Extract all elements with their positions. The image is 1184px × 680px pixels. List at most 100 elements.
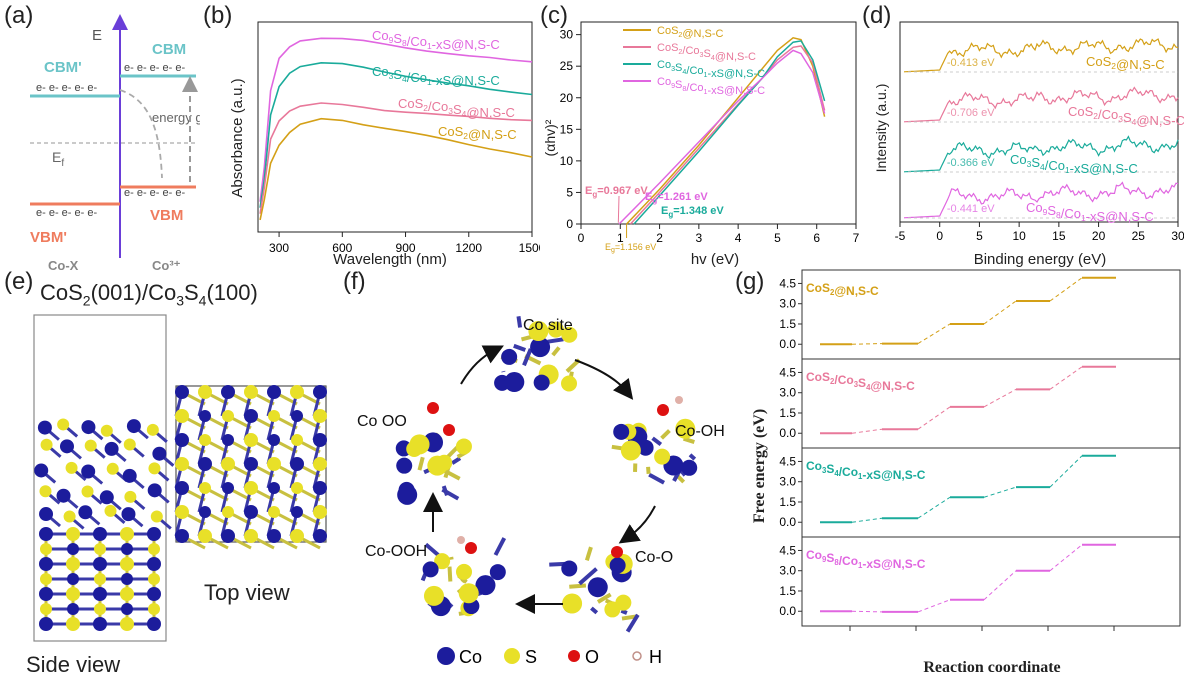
atom xyxy=(221,385,235,399)
edge-value: -0.413 eV xyxy=(947,57,995,69)
energy-connector xyxy=(917,323,951,344)
atom xyxy=(290,457,304,471)
atom xyxy=(313,505,327,519)
absorbance-chart: Absorbance (a.u.) Wavelength (nm) 300 600… xyxy=(229,21,540,268)
atom xyxy=(268,410,280,422)
energy-connector xyxy=(851,517,883,523)
adsorbate-atom xyxy=(443,424,455,436)
atom xyxy=(100,424,113,437)
atom xyxy=(222,482,234,494)
y-tick-label: 5 xyxy=(566,185,573,199)
atom xyxy=(587,577,608,598)
atom xyxy=(222,506,234,518)
atom xyxy=(94,573,106,585)
atom xyxy=(147,557,161,571)
atom xyxy=(313,433,327,447)
plot-frame xyxy=(257,21,533,233)
atom xyxy=(67,573,79,585)
series-line xyxy=(259,37,533,202)
atom xyxy=(475,575,496,596)
x-tick-label: -5 xyxy=(895,229,906,243)
y-tick-label: 3.0 xyxy=(779,386,796,400)
co-legend-label: Co xyxy=(459,647,482,667)
y-tick-label: 3.0 xyxy=(779,564,796,578)
atom xyxy=(147,587,161,601)
legend-label: CoS2/Co3S4@N,S-C xyxy=(806,370,915,393)
energy-connector xyxy=(1049,277,1083,302)
edge-value: -0.366 eV xyxy=(947,157,995,169)
series-line xyxy=(618,49,826,225)
atom xyxy=(121,507,136,522)
x-tick-label: 900 xyxy=(396,241,416,255)
atom xyxy=(675,418,696,439)
y-axis-label: Intensity (a.u.) xyxy=(873,84,889,173)
co-o-label: Co-O xyxy=(635,549,673,566)
y-tick-label: 0.0 xyxy=(779,604,796,618)
atom xyxy=(39,587,53,601)
atom xyxy=(94,603,106,615)
x-tick-label: 20 xyxy=(1092,229,1106,243)
atom xyxy=(126,419,141,434)
atom xyxy=(455,438,472,455)
adsorbate-atom xyxy=(657,404,669,416)
x-tick-label: 5 xyxy=(774,231,781,245)
atom xyxy=(34,463,49,478)
atom xyxy=(94,543,106,555)
atom xyxy=(37,420,52,435)
atom xyxy=(244,505,258,519)
atom xyxy=(175,529,189,543)
atom xyxy=(67,603,79,615)
adsorbate-atom xyxy=(465,542,477,554)
y-tick-label: 4.5 xyxy=(779,276,796,290)
atom xyxy=(148,603,160,615)
legend-label: Co3S4/Co1-xS@N,S-C xyxy=(657,59,765,80)
atom xyxy=(40,438,53,451)
legend-label: Co9S8/Co1-xS@N,S-C xyxy=(1026,200,1154,224)
atom xyxy=(175,433,189,447)
atom xyxy=(291,506,303,518)
energy-connector xyxy=(1049,455,1083,488)
x-tick-label: 0 xyxy=(578,231,585,245)
atom xyxy=(104,441,119,456)
y-tick-label: 0.0 xyxy=(779,337,796,351)
series-line xyxy=(629,45,826,225)
structure-title: CoS2(001)/Co3S4(100) xyxy=(40,280,258,309)
atom xyxy=(221,457,235,471)
energy-connector xyxy=(1049,544,1083,572)
y-tick-label: 1.5 xyxy=(779,317,796,331)
adsorbate-atom xyxy=(675,396,683,404)
top-view-label: Top view xyxy=(204,580,290,605)
atom xyxy=(121,573,133,585)
x-tick-label: 2 xyxy=(656,231,663,245)
atom xyxy=(547,321,564,338)
atom xyxy=(40,543,52,555)
y-tick-label: 1.5 xyxy=(779,495,796,509)
cbm-prime-label: CBM' xyxy=(44,59,82,76)
atom xyxy=(175,505,189,519)
atom xyxy=(120,617,134,631)
x-tick-label: 10 xyxy=(1012,229,1026,243)
atom xyxy=(124,490,137,503)
atom xyxy=(422,561,439,578)
annotation-pointer xyxy=(617,195,620,223)
s-legend-label: S xyxy=(525,647,537,667)
energy-connector xyxy=(851,343,883,345)
atom xyxy=(84,439,97,452)
atom xyxy=(198,457,212,471)
x-tick-label: 300 xyxy=(269,241,289,255)
atom xyxy=(267,385,281,399)
atom xyxy=(528,321,549,342)
atom xyxy=(244,481,258,495)
bandgap-annotation: Eg=1.348 eV xyxy=(661,205,724,219)
x-tick-label: 600 xyxy=(332,241,352,255)
atom xyxy=(93,557,107,571)
atom xyxy=(199,410,211,422)
bond xyxy=(651,436,663,447)
x-tick-label: 1 xyxy=(617,231,624,245)
co3-label: Co³⁺ xyxy=(152,258,181,272)
atom xyxy=(244,409,258,423)
bond xyxy=(551,346,561,357)
legend-label: CoS2@N,S-C xyxy=(438,124,517,142)
vbm-prime-label: VBM' xyxy=(30,229,67,246)
bond xyxy=(620,608,628,615)
